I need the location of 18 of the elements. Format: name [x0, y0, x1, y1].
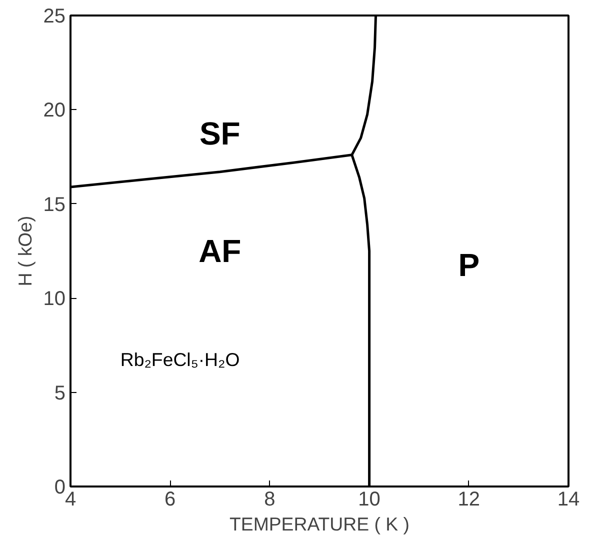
x-axis-title: TEMPERATURE ( K ) — [230, 514, 410, 534]
annotation: AF — [198, 233, 242, 269]
annotation: Rb₂FeCl₅·H₂O — [120, 348, 240, 370]
y-tick-label: 5 — [54, 382, 66, 404]
y-tick-label: 15 — [43, 194, 66, 216]
x-tick-label: 10 — [358, 488, 380, 510]
annotation: SF — [199, 115, 240, 152]
x-tick-label: 4 — [64, 488, 76, 510]
x-tick-label: 12 — [458, 488, 480, 510]
y-tick-label: 10 — [43, 288, 66, 310]
x-tick-label: 6 — [164, 488, 176, 510]
y-tick-label: 25 — [43, 6, 66, 28]
x-tick-label: 8 — [264, 488, 276, 510]
annotation: P — [458, 247, 480, 284]
x-tick-label: 14 — [557, 488, 580, 510]
y-tick-label: 0 — [54, 476, 66, 498]
y-axis-title: H ( kOe) — [14, 216, 36, 286]
y-tick-label: 20 — [43, 100, 66, 122]
